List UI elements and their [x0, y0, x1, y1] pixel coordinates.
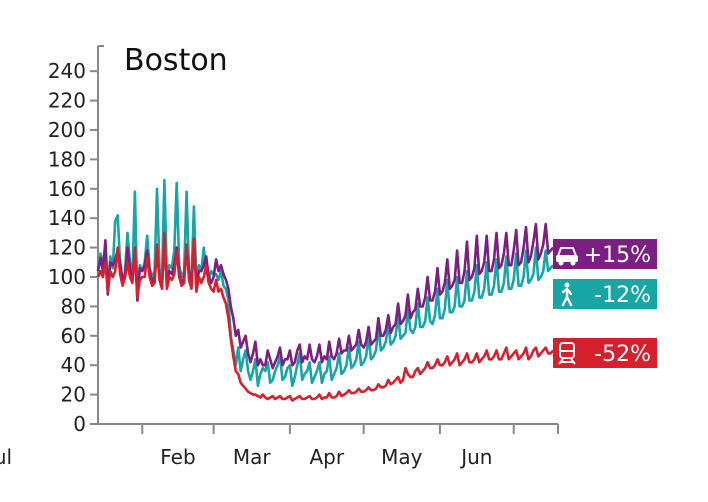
y-tick-label: 200 [48, 118, 86, 142]
transit-badge: -52% [553, 338, 657, 368]
y-tick-label: 20 [61, 383, 86, 407]
x-tick-label: Jul [0, 445, 12, 469]
y-tick-label: 240 [48, 59, 86, 83]
x-tick-label: Mar [233, 445, 272, 469]
x-tick-label: Jun [459, 445, 492, 469]
y-tick-label: 120 [48, 236, 86, 260]
y-tick-label: 100 [48, 265, 86, 289]
car-icon [556, 247, 578, 266]
walking-icon [561, 282, 573, 307]
x-tick-label: Apr [309, 445, 344, 469]
walking-line [96, 178, 555, 388]
y-tick-label: 220 [48, 89, 86, 113]
y-tick-label: 80 [61, 294, 86, 318]
y-tick-label: 160 [48, 177, 86, 201]
series-badges: +15% -12% -52% [553, 239, 657, 368]
driving-badge: +15% [553, 239, 657, 269]
walking-change-label: -12% [594, 283, 651, 308]
series-lines [96, 178, 555, 402]
transit-change-label: -52% [594, 342, 651, 367]
y-tick-label: 0 [73, 412, 86, 436]
y-tick-label: 40 [61, 353, 86, 377]
x-tick-label: May [381, 445, 423, 469]
train-icon [558, 342, 576, 365]
transit-line [96, 231, 555, 402]
axes: 0 20 40 60 80 100 120 140 160 180 200 220 240 Feb Mar A… [0, 45, 559, 469]
y-tick-label: 60 [61, 324, 86, 348]
walking-badge: -12% [553, 279, 657, 309]
chart-title: Boston [124, 43, 228, 78]
y-tick-label: 180 [48, 147, 86, 171]
driving-change-label: +15% [584, 243, 651, 268]
y-tick-label: 140 [48, 206, 86, 230]
badge-background [553, 239, 657, 269]
x-tick-label: Feb [160, 445, 195, 469]
